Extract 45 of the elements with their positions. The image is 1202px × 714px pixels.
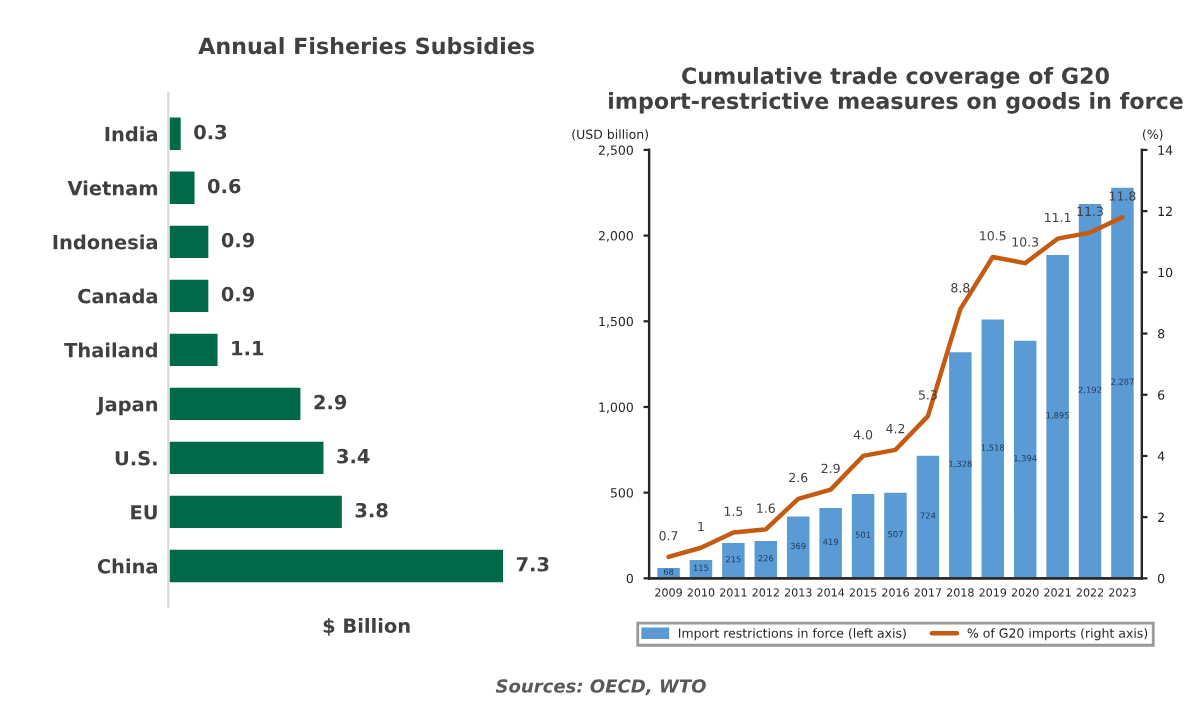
bar	[168, 222, 212, 261]
bar	[168, 168, 198, 207]
bar	[168, 547, 506, 585]
bar	[1108, 185, 1137, 579]
bar	[168, 330, 221, 369]
y-tick-label: Vietnam	[67, 180, 158, 196]
chart-title: Cumulative trade coverage of G20 import-restrictive measures on goods in force	[609, 66, 1183, 114]
bar	[168, 493, 345, 531]
data-label: 2.9	[314, 394, 347, 410]
y-tick-label: Japan	[96, 397, 158, 416]
bar	[168, 384, 304, 423]
bar	[1043, 252, 1072, 579]
data-label: 1.1	[232, 341, 264, 356]
data-label: 3.4	[337, 448, 370, 464]
bar	[719, 540, 748, 579]
bar	[978, 316, 1007, 579]
y-tick-label: Indonesia	[53, 234, 158, 250]
bar	[881, 490, 910, 579]
bar	[816, 505, 845, 579]
bar	[913, 452, 942, 579]
bar	[1075, 201, 1105, 579]
bar	[784, 513, 813, 579]
data-label: 0.9	[221, 232, 255, 248]
bar	[1011, 338, 1040, 579]
bar	[946, 349, 975, 579]
bar	[686, 557, 715, 579]
data-label: 7.3	[516, 556, 549, 572]
bar	[751, 538, 780, 579]
data-label: 0.6	[207, 178, 241, 194]
data-label: 0.9	[221, 286, 255, 302]
y-tick-label: China	[97, 558, 158, 574]
source-note: Sources: OECD, WTO	[495, 679, 706, 696]
x-axis-title: $ Billion	[323, 618, 410, 636]
bar	[849, 491, 878, 579]
bar	[168, 438, 327, 477]
bar	[168, 276, 212, 315]
chart-title: Annual Fisheries Subsidies	[198, 37, 535, 55]
data-label: 0.3	[194, 124, 227, 140]
y-tick-label: Canada	[78, 288, 158, 304]
y-tick-label: Thailand	[64, 342, 157, 358]
bar	[168, 114, 184, 153]
data-label: 3.8	[355, 502, 388, 518]
y-tick-label: India	[105, 126, 158, 142]
y-tick-label: U.S.	[115, 450, 157, 466]
y-tick-label: EU	[131, 505, 157, 520]
